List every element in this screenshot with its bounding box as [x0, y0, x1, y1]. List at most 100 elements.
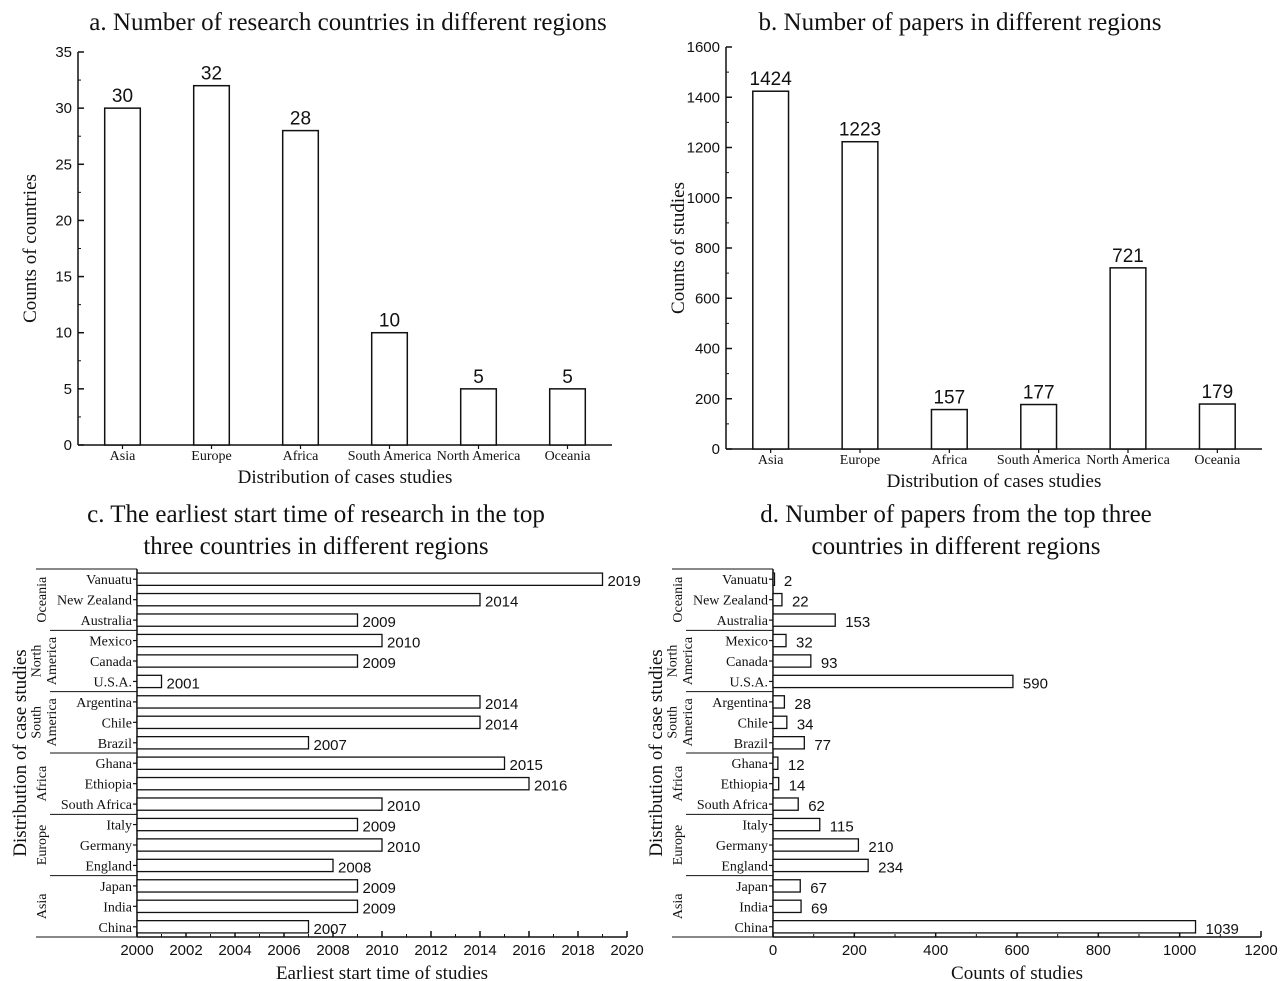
- y-axis-title: Counts of studies: [668, 182, 689, 314]
- x-tick-label: Europe: [191, 449, 231, 464]
- y-tick-label: 1000: [687, 190, 720, 207]
- x-axis-title: Distribution of cases studies: [887, 471, 1102, 492]
- x-tick-label: 2004: [218, 942, 251, 959]
- y-tick-label: Mexico: [89, 635, 132, 650]
- y-tick-label: 1200: [687, 140, 720, 157]
- y-tick-label: Ethiopia: [85, 778, 133, 793]
- group-label-line: North: [665, 645, 680, 678]
- y-tick-label: Germany: [80, 839, 132, 854]
- bar: [136, 613, 359, 627]
- y-tick-label: Brazil: [98, 737, 132, 752]
- bar: [772, 797, 799, 811]
- x-tick-label: 2010: [365, 942, 398, 959]
- data-label: 2: [784, 573, 792, 590]
- x-tick-label: 2018: [561, 942, 594, 959]
- bar: [772, 735, 805, 750]
- group-label: SouthAmerica: [29, 697, 59, 746]
- bar: [136, 695, 481, 709]
- x-axis-title: Distribution of cases studies: [238, 467, 453, 488]
- group-label-line: America: [681, 697, 696, 746]
- data-label: 5: [473, 367, 484, 388]
- data-label: 62: [808, 798, 825, 815]
- data-label: 590: [1023, 675, 1048, 692]
- group-label-line: America: [45, 636, 60, 685]
- group-label-line: North: [29, 645, 44, 678]
- y-tick-label: 10: [55, 325, 72, 342]
- bar: [136, 776, 530, 791]
- bar: [772, 674, 1014, 689]
- bar: [772, 919, 1197, 934]
- group-label-line: America: [681, 636, 696, 685]
- bar: [281, 129, 320, 446]
- group-label-line: South: [665, 706, 680, 739]
- data-label: 32: [201, 64, 222, 85]
- y-axis-title: Counts of countries: [20, 174, 41, 323]
- group-label: Africa: [35, 765, 50, 802]
- group-label: Africa: [671, 765, 686, 802]
- x-axis-title: Earliest start time of studies: [276, 963, 488, 981]
- y-tick-label: 1400: [687, 89, 720, 106]
- chart-title: three countries in different regions: [143, 533, 488, 560]
- bar: [772, 838, 860, 852]
- data-label: 14: [789, 778, 806, 795]
- bar: [772, 654, 812, 668]
- bar: [370, 331, 409, 446]
- y-tick-label: Vanuatu: [722, 573, 768, 588]
- data-label: 2014: [485, 696, 518, 713]
- y-tick-label: U.S.A.: [729, 675, 768, 690]
- data-label: 12: [788, 757, 805, 774]
- bar: [136, 633, 383, 648]
- y-tick-label: Germany: [716, 839, 768, 854]
- data-label: 30: [112, 86, 133, 107]
- group-label: NorthAmerica: [29, 636, 59, 685]
- y-tick-label: South Africa: [61, 798, 133, 813]
- y-tick-label: England: [721, 859, 768, 874]
- group-label-line: America: [45, 697, 60, 746]
- data-label: 2009: [363, 880, 396, 897]
- y-tick-label: 400: [695, 341, 720, 358]
- y-tick-label: Ghana: [95, 757, 132, 772]
- data-label: 10: [379, 311, 400, 332]
- y-tick-label: Ghana: [731, 757, 768, 772]
- bar: [1198, 403, 1236, 450]
- y-tick-label: India: [103, 900, 133, 915]
- bar: [136, 654, 359, 668]
- group-label: Europe: [671, 825, 686, 865]
- data-label: 2014: [485, 594, 518, 611]
- x-tick-label: 800: [1086, 942, 1111, 959]
- y-tick-label: Canada: [90, 655, 133, 670]
- x-tick-label: 2008: [316, 942, 349, 959]
- data-label: 2009: [363, 655, 396, 672]
- y-tick-label: Argentina: [76, 696, 133, 711]
- y-tick-label: Australia: [81, 614, 133, 629]
- x-tick-label: North America: [437, 449, 521, 464]
- data-label: 1223: [839, 120, 881, 141]
- data-label: 179: [1201, 382, 1233, 403]
- bar: [136, 817, 359, 832]
- data-label: 2009: [363, 614, 396, 631]
- y-tick-label: 1600: [687, 39, 720, 56]
- y-tick-label: New Zealand: [57, 594, 132, 609]
- group-label: Europe: [35, 825, 50, 865]
- y-tick-label: 15: [55, 269, 72, 286]
- bar: [772, 572, 776, 587]
- data-label: 2007: [314, 737, 347, 754]
- bar: [772, 879, 801, 893]
- x-tick-label: South America: [348, 449, 432, 464]
- y-tick-label: England: [85, 859, 132, 874]
- bar: [930, 408, 968, 450]
- bar: [459, 388, 498, 446]
- y-tick-label: 30: [55, 100, 72, 117]
- data-label: 5: [562, 367, 573, 388]
- data-label: 2009: [363, 900, 396, 917]
- y-tick-label: Brazil: [734, 737, 768, 752]
- x-tick-label: Africa: [283, 449, 320, 464]
- group-label: Oceania: [671, 576, 686, 623]
- y-tick-label: India: [739, 900, 769, 915]
- y-tick-label: Chile: [102, 716, 132, 731]
- data-label: 2016: [534, 778, 567, 795]
- y-tick-label: 5: [64, 381, 72, 398]
- x-tick-label: 2000: [120, 942, 153, 959]
- y-tick-label: Vanuatu: [86, 573, 132, 588]
